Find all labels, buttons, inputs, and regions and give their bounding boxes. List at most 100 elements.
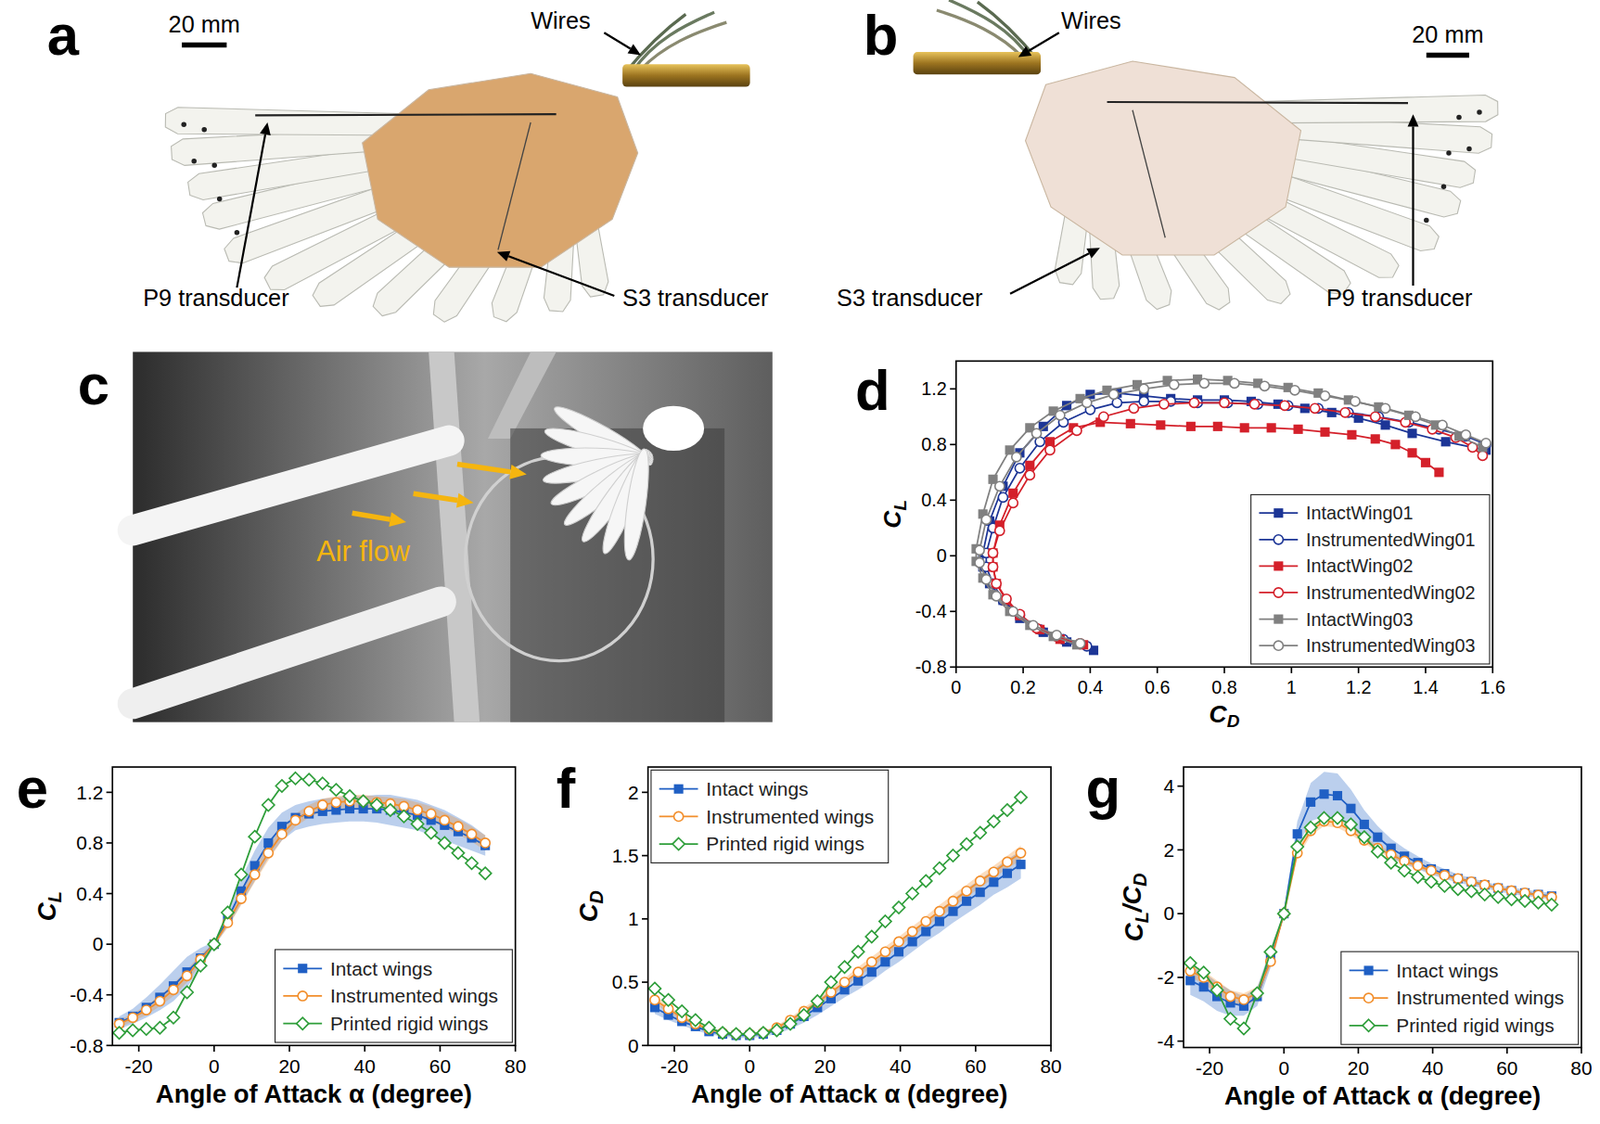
point [1000,804,1013,817]
legend-marker [1363,965,1373,975]
point [1126,419,1136,429]
scale-bar [1426,52,1470,58]
x-tick-label: 0 [743,1055,756,1077]
point [439,815,449,825]
point [465,857,478,870]
x-tick-label: 20 [814,1055,836,1077]
marker-dot [217,196,222,202]
legend-label: Instrumented wings [330,985,499,1007]
point [981,575,991,585]
point [1002,869,1012,879]
x-tick-label: -20 [1195,1057,1224,1079]
point [1240,422,1250,433]
point [1211,984,1224,997]
point [154,996,165,1006]
point [1045,445,1055,455]
point [357,794,370,807]
point [330,783,343,796]
text-part: D [1227,711,1241,731]
point [1384,857,1397,870]
y-tick [106,1044,114,1047]
x-tick [1357,666,1360,674]
airfoil [132,440,449,531]
y-tick [106,994,114,997]
legend-label: Printed rigid wings [330,1012,489,1035]
point [1031,428,1041,438]
point [1319,789,1330,799]
marker-dot [1476,109,1482,115]
point [892,901,905,914]
point [981,514,991,525]
x-tick-label: 1.4 [1412,677,1439,698]
point [1350,396,1360,407]
text-part: C [878,510,907,529]
point [1359,819,1370,830]
point [1438,880,1451,893]
photo-label: S3 transducer [622,284,768,311]
marker-dot [180,121,186,127]
strut [428,351,480,722]
panel-letter: e [16,755,49,820]
x-tick [363,1045,366,1052]
point [1290,385,1300,396]
photo-c: Air flow [132,351,773,722]
point [703,1022,716,1035]
x-tick [1506,1048,1509,1055]
x-tick-label: 80 [504,1055,526,1077]
point [988,877,999,887]
series-line [983,393,1486,651]
point [1357,831,1370,844]
point [975,876,986,886]
arrow-head [497,251,511,262]
scale-bar-label: 20 mm [168,11,241,38]
x-tick-label: 20 [278,1055,300,1077]
photo-label: Wires [1061,7,1122,34]
point [1332,791,1343,801]
point [1264,946,1277,959]
legend-label: InstrumentedWing01 [1305,529,1476,551]
coverts [362,73,639,268]
point [1055,410,1065,421]
point [141,1005,152,1015]
point [113,1026,126,1039]
point [1346,430,1357,440]
legend-marker [297,963,308,973]
y-tick-label: 1.2 [76,781,103,804]
legend-marker [297,991,308,1001]
y-tick [641,855,649,858]
photo-label: Wires [530,7,591,34]
point [973,826,986,839]
y-tick-label: 0 [1164,902,1176,924]
point [1082,397,1092,408]
point [987,562,998,572]
x-axis-title: Angle of Attack α (degree) [691,1079,1008,1109]
point [908,936,918,947]
y-tick-label: 0.4 [76,883,103,905]
text-part: L [890,499,910,512]
legend-marker [1363,993,1373,1003]
y-axis-title: CL/CD [1117,872,1152,942]
point [1278,908,1291,921]
x-tick-label: 0 [950,677,961,698]
x-tick [1424,666,1427,674]
point [879,915,892,928]
point [756,1026,769,1039]
y-tick [949,554,957,557]
y-tick [1177,1040,1184,1043]
photo-label: P9 transducer [142,284,289,311]
point [1453,873,1463,884]
point [867,957,877,967]
text-part: L [1131,911,1152,923]
point [987,562,998,572]
y-tick-label: -0.4 [69,984,103,1006]
x-axis-title: CD [1209,700,1241,732]
arrow-head [1408,114,1420,127]
x-tick [1291,666,1293,674]
text-part: C [1117,885,1147,906]
point [1184,957,1197,970]
y-tick [106,943,114,946]
x-tick [1089,666,1092,674]
point [1139,384,1149,394]
x-tick [138,1045,141,1052]
transducer-wire [498,122,531,250]
